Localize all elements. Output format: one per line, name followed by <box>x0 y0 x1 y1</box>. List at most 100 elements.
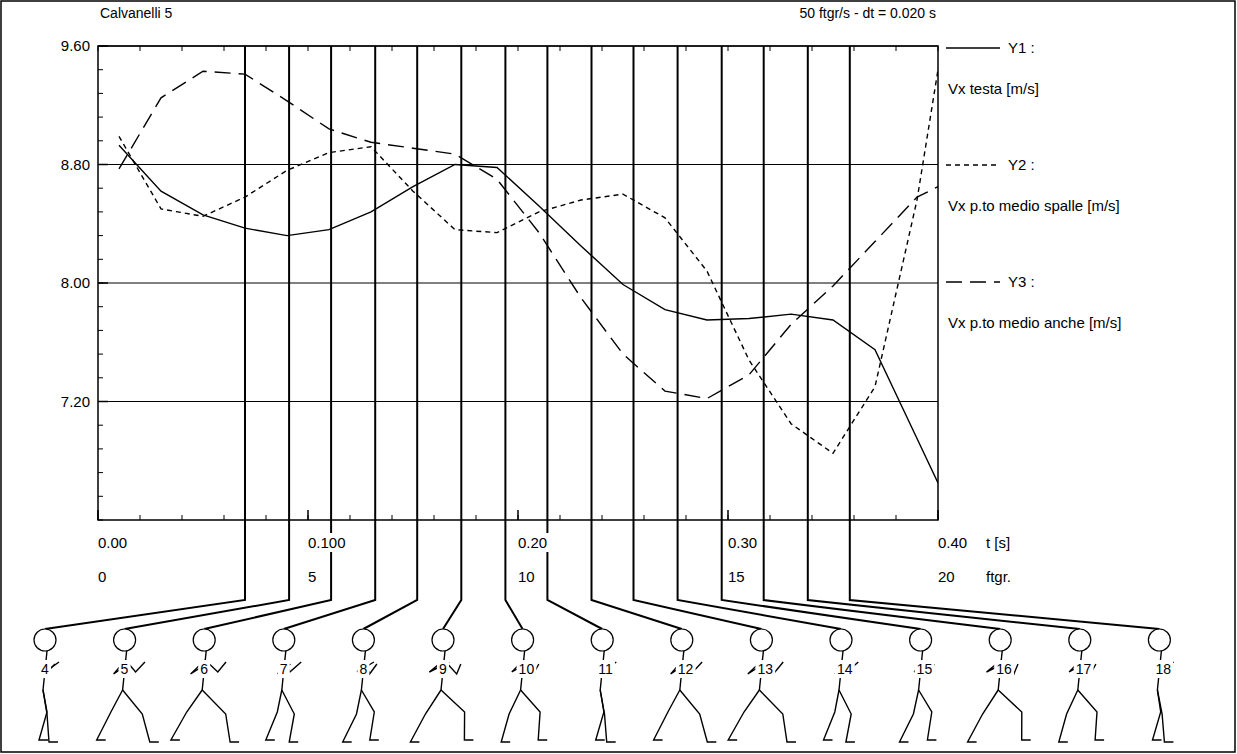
frame-label: 7 <box>280 661 288 677</box>
x-tick <box>727 510 729 520</box>
stick-figure: 18 <box>1148 629 1173 742</box>
frame-label: 13 <box>757 661 773 677</box>
label-patch <box>59 36 92 55</box>
figure-leg <box>968 690 999 742</box>
figure-leg <box>361 690 378 740</box>
label-patch <box>835 660 855 678</box>
frame-label: 6 <box>200 661 208 677</box>
label-patch <box>1153 660 1173 678</box>
stick-figure: 17 <box>1059 629 1104 742</box>
label-patch <box>676 660 696 678</box>
frame-line <box>808 46 1080 629</box>
stick-figure: 13 <box>728 629 796 742</box>
stick-figure: 7 <box>266 629 301 742</box>
figure-leg <box>343 690 362 742</box>
stick-figure: 15 <box>900 629 937 742</box>
figure-leg <box>839 690 855 742</box>
series-line <box>119 71 938 398</box>
y-tick <box>98 282 108 284</box>
figure-leg <box>202 690 239 742</box>
ticks <box>98 46 938 520</box>
label-patch <box>437 660 449 678</box>
figure-head <box>114 629 136 651</box>
figure-head <box>1069 629 1091 651</box>
label-patch <box>96 533 129 552</box>
figure-leg <box>998 690 1030 740</box>
page-border <box>1 1 1235 752</box>
grid-line <box>98 283 938 284</box>
frame-markers: 456789101112131415161718 <box>34 46 1174 742</box>
x-tick-label: 0.100 <box>308 534 346 551</box>
x-tick-label: 0.30 <box>728 534 757 551</box>
frame-line <box>764 46 1001 629</box>
figure-leg <box>410 690 441 742</box>
figure-leg <box>123 690 159 742</box>
x2-tick-label: 20 <box>938 568 955 585</box>
x2-tick-label: 10 <box>518 568 535 585</box>
legend-label: Vx testa [m/s] <box>948 80 1039 97</box>
legend-swatch <box>946 281 1000 282</box>
figure-leg <box>1078 690 1104 740</box>
label-patch <box>59 273 92 292</box>
label-patch <box>306 567 318 586</box>
figure-leg <box>501 690 520 742</box>
y-tick <box>98 401 108 403</box>
label-patch <box>936 533 969 552</box>
figure-head <box>193 629 215 651</box>
figure-leg <box>824 690 840 740</box>
figure-head <box>432 629 454 651</box>
figure-leg <box>282 690 298 742</box>
x-tick <box>517 510 519 520</box>
label-patch <box>516 533 549 552</box>
figure-head <box>910 629 932 651</box>
stick-figure: 14 <box>824 629 859 742</box>
grid-line <box>98 164 938 165</box>
x-tick-label: 0.00 <box>98 534 127 551</box>
x-axis-title: t [s] <box>986 534 1010 551</box>
frame-line <box>850 46 1160 629</box>
x-tick-label: 0.20 <box>518 534 547 551</box>
figure-head <box>352 629 374 651</box>
label-patch <box>936 567 957 586</box>
figure-leg <box>919 690 937 740</box>
frame-label: 8 <box>359 661 367 677</box>
figure-leg <box>1153 690 1162 740</box>
grid-line <box>98 401 938 402</box>
figure-leg <box>97 690 123 740</box>
frame-label: 4 <box>41 661 49 677</box>
x2-axis-title: ftgr. <box>986 568 1011 585</box>
stick-figure: 12 <box>654 629 717 742</box>
series-line <box>119 145 938 483</box>
legend-label: Vx p.to medio anche [m/s] <box>948 314 1121 331</box>
series-line <box>119 70 938 454</box>
y-tick-label: 8.80 <box>61 156 90 173</box>
legend: Y1 :Vx testa [m/s]Y2 :Vx p.to medio spal… <box>946 39 1121 331</box>
frame-label: 10 <box>519 661 535 677</box>
figure-head <box>671 629 693 651</box>
stick-figure: 4 <box>34 629 59 742</box>
x2-tick-label: 15 <box>728 568 745 585</box>
frame-line <box>363 46 417 629</box>
figure-leg <box>596 690 605 740</box>
label-patch <box>357 660 369 678</box>
frame-line <box>592 46 682 629</box>
frame-line <box>547 46 602 629</box>
stick-figure: 6 <box>171 629 239 742</box>
label-patch <box>1074 660 1094 678</box>
stick-figure: 9 <box>410 629 473 742</box>
frame-line <box>125 46 290 629</box>
frame-label: 17 <box>1076 661 1092 677</box>
stick-figure: 8 <box>343 629 379 742</box>
frame-label: 14 <box>837 661 853 677</box>
legend-label: Vx p.to medio spalle [m/s] <box>948 197 1120 214</box>
frame-line <box>284 46 375 629</box>
label-patch <box>726 567 747 586</box>
legend-name: Y3 : <box>1008 273 1035 290</box>
figure-leg <box>654 690 680 740</box>
figure-head <box>989 629 1011 651</box>
figure-head <box>273 629 295 651</box>
plot-frame <box>98 46 938 520</box>
figure-leg <box>521 690 548 740</box>
figure-leg <box>171 690 202 740</box>
frame-line <box>678 46 841 629</box>
